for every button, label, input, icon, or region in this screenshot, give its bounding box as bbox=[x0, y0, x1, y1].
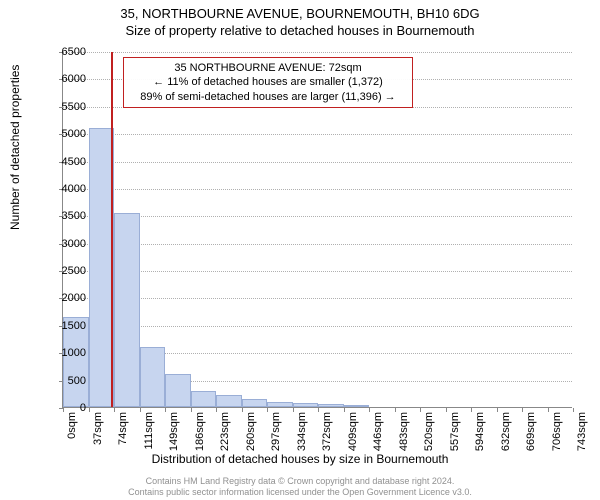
ytick-label: 5500 bbox=[46, 101, 86, 113]
xtick-mark bbox=[242, 408, 243, 412]
xtick-label: 260sqm bbox=[245, 412, 257, 451]
xtick-label: 223sqm bbox=[219, 412, 231, 451]
chart-title: 35, NORTHBOURNE AVENUE, BOURNEMOUTH, BH1… bbox=[0, 0, 600, 21]
ytick-label: 4500 bbox=[46, 156, 86, 168]
histogram-bar bbox=[89, 128, 115, 407]
xtick-label: 111sqm bbox=[143, 412, 155, 450]
footer-line1: Contains HM Land Registry data © Crown c… bbox=[0, 476, 600, 487]
xtick-mark bbox=[140, 408, 141, 412]
xtick-label: 409sqm bbox=[347, 412, 359, 451]
ytick-label: 6000 bbox=[46, 73, 86, 85]
histogram-bar bbox=[165, 374, 191, 407]
xtick-label: 74sqm bbox=[117, 412, 129, 445]
annotation-box: 35 NORTHBOURNE AVENUE: 72sqm← 11% of det… bbox=[123, 57, 413, 108]
xtick-mark bbox=[293, 408, 294, 412]
annotation-line: 35 NORTHBOURNE AVENUE: 72sqm bbox=[130, 61, 406, 75]
xtick-mark bbox=[471, 408, 472, 412]
ytick-label: 5000 bbox=[46, 128, 86, 140]
annotation-line: 89% of semi-detached houses are larger (… bbox=[130, 90, 406, 104]
ytick-label: 3500 bbox=[46, 210, 86, 222]
histogram-bar bbox=[344, 405, 370, 407]
histogram-bar bbox=[242, 399, 268, 407]
xtick-label: 0sqm bbox=[66, 412, 78, 439]
xtick-label: 186sqm bbox=[194, 412, 206, 451]
xtick-mark bbox=[318, 408, 319, 412]
xtick-label: 632sqm bbox=[500, 412, 512, 451]
xtick-mark bbox=[114, 408, 115, 412]
x-axis-label: Distribution of detached houses by size … bbox=[0, 452, 600, 466]
grid-line bbox=[63, 162, 572, 163]
histogram-bar bbox=[293, 403, 319, 407]
histogram-bar bbox=[191, 391, 217, 407]
chart-plot-area: 35 NORTHBOURNE AVENUE: 72sqm← 11% of det… bbox=[62, 52, 572, 408]
ytick-label: 2000 bbox=[46, 292, 86, 304]
histogram-bar bbox=[318, 404, 344, 407]
histogram-bar bbox=[140, 347, 166, 407]
xtick-label: 743sqm bbox=[576, 412, 588, 451]
xtick-label: 483sqm bbox=[398, 412, 410, 451]
footer-attribution: Contains HM Land Registry data © Crown c… bbox=[0, 476, 600, 498]
xtick-mark bbox=[497, 408, 498, 412]
xtick-mark bbox=[395, 408, 396, 412]
chart-subtitle: Size of property relative to detached ho… bbox=[0, 21, 600, 38]
marker-line bbox=[111, 52, 113, 407]
xtick-mark bbox=[165, 408, 166, 412]
xtick-mark bbox=[522, 408, 523, 412]
xtick-label: 37sqm bbox=[92, 412, 104, 445]
xtick-mark bbox=[548, 408, 549, 412]
ytick-label: 500 bbox=[46, 375, 86, 387]
xtick-mark bbox=[369, 408, 370, 412]
xtick-mark bbox=[216, 408, 217, 412]
histogram-bar bbox=[216, 395, 242, 407]
xtick-label: 706sqm bbox=[551, 412, 563, 451]
xtick-label: 372sqm bbox=[321, 412, 333, 451]
ytick-label: 1000 bbox=[46, 347, 86, 359]
histogram-bar bbox=[114, 213, 140, 407]
ytick-label: 0 bbox=[46, 402, 86, 414]
xtick-mark bbox=[573, 408, 574, 412]
plot-region: 35 NORTHBOURNE AVENUE: 72sqm← 11% of det… bbox=[62, 52, 572, 408]
xtick-mark bbox=[344, 408, 345, 412]
histogram-bar bbox=[267, 402, 293, 407]
ytick-label: 6500 bbox=[46, 46, 86, 58]
xtick-mark bbox=[267, 408, 268, 412]
grid-line bbox=[63, 189, 572, 190]
grid-line bbox=[63, 52, 572, 53]
ytick-label: 3000 bbox=[46, 238, 86, 250]
xtick-mark bbox=[446, 408, 447, 412]
xtick-label: 557sqm bbox=[449, 412, 461, 451]
chart-container: 35, NORTHBOURNE AVENUE, BOURNEMOUTH, BH1… bbox=[0, 0, 600, 500]
ytick-label: 4000 bbox=[46, 183, 86, 195]
xtick-label: 446sqm bbox=[372, 412, 384, 451]
ytick-label: 2500 bbox=[46, 265, 86, 277]
xtick-label: 520sqm bbox=[423, 412, 435, 451]
xtick-label: 669sqm bbox=[525, 412, 537, 451]
xtick-label: 297sqm bbox=[270, 412, 282, 451]
xtick-label: 594sqm bbox=[474, 412, 486, 451]
ytick-label: 1500 bbox=[46, 320, 86, 332]
xtick-mark bbox=[191, 408, 192, 412]
footer-line2: Contains public sector information licen… bbox=[0, 487, 600, 498]
xtick-label: 149sqm bbox=[168, 412, 180, 451]
xtick-label: 334sqm bbox=[296, 412, 308, 451]
annotation-line: ← 11% of detached houses are smaller (1,… bbox=[130, 75, 406, 89]
grid-line bbox=[63, 134, 572, 135]
y-axis-label: Number of detached properties bbox=[8, 65, 22, 230]
xtick-mark bbox=[420, 408, 421, 412]
xtick-mark bbox=[89, 408, 90, 412]
